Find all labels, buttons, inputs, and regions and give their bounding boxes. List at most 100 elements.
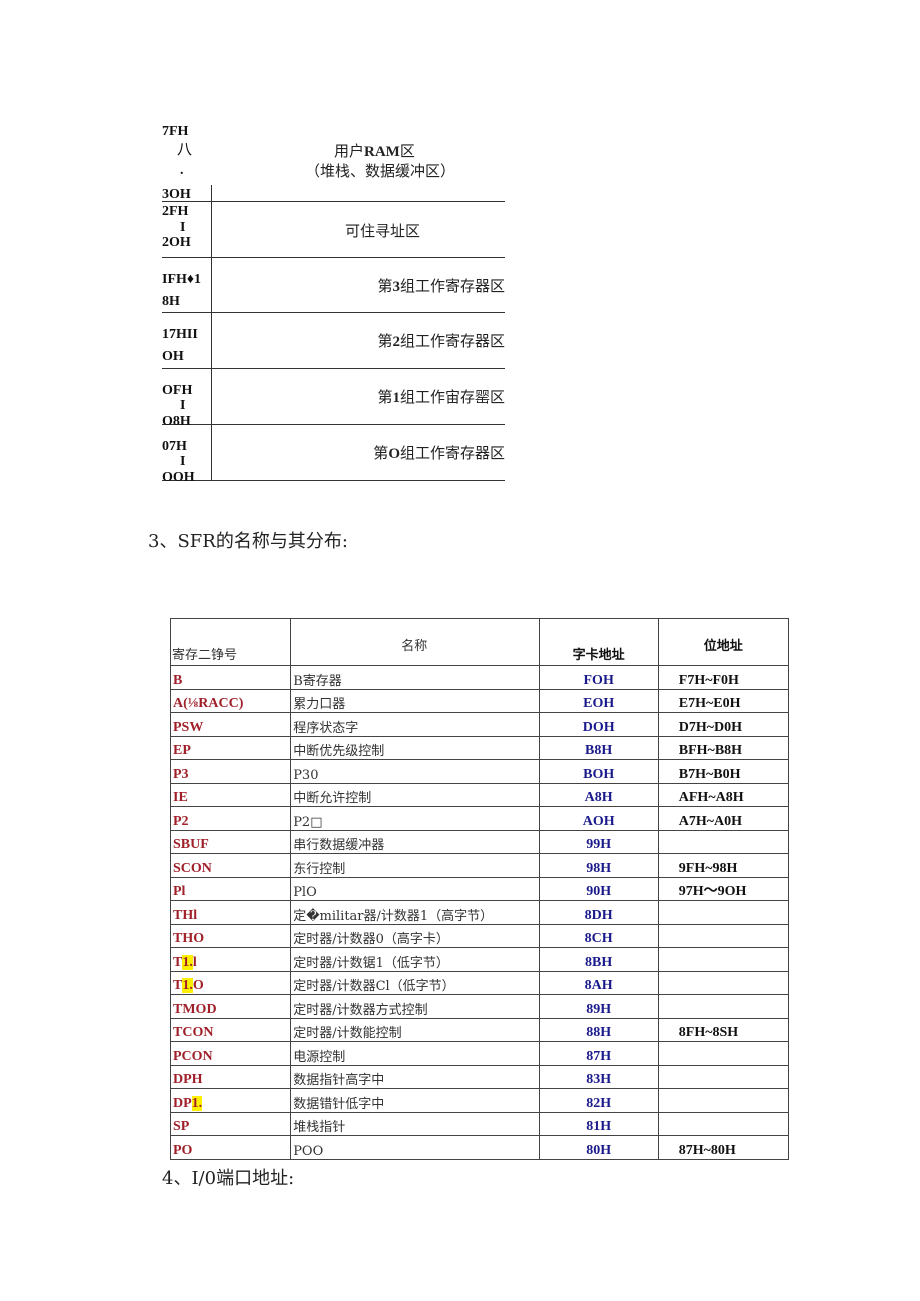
table-row: SBUF 串行数据缓冲器 99H	[169, 829, 790, 854]
register-symbol: THO	[169, 923, 292, 948]
symbol-text: A(⅛RACC)	[173, 696, 244, 711]
table-row: THl 定�militar器/计数器1（高字节） 8DH	[169, 900, 790, 925]
addr-label: I	[180, 454, 186, 469]
table-row: PO POO 80H 87H~80H	[169, 1135, 790, 1160]
divider	[211, 185, 212, 481]
symbol-text: SCON	[173, 860, 212, 876]
register-name: 中断允许控制	[290, 782, 540, 807]
symbol-text: P2	[173, 813, 189, 829]
table-row: TMOD 定时器/计数器方式控制 89H	[169, 994, 790, 1019]
title-text: 1	[392, 390, 400, 406]
symbol-text: SBUF	[173, 837, 209, 852]
addr-label: .	[180, 163, 184, 178]
addr-label: 八	[177, 142, 193, 158]
byte-address: EOH	[538, 688, 659, 713]
symbol-text: Pl	[173, 884, 186, 899]
bit-address: B7H~B0H	[657, 759, 790, 784]
divider	[162, 368, 505, 369]
addr-label: OOH	[162, 470, 195, 485]
bit-address	[657, 1111, 790, 1136]
table-row: DPH 数据指针高字中 83H	[169, 1064, 790, 1089]
bit-address: BFH~B8H	[657, 735, 790, 760]
table-row: DP1. 数据错针低字中 82H	[169, 1088, 790, 1113]
user-ram-title: 用户RAM区	[334, 140, 415, 161]
register-name: 数据错针低字中	[290, 1088, 540, 1113]
register-name: 串行数据缓冲器	[290, 829, 540, 854]
symbol-text: PO	[173, 1142, 193, 1158]
addr-label: 8H	[162, 294, 180, 309]
register-symbol: SP	[169, 1111, 292, 1136]
symbol-text: TCON	[173, 1025, 214, 1040]
table-row: A(⅛RACC) 累力口器 EOH E7H~E0H	[169, 688, 790, 713]
byte-address: DOH	[538, 712, 659, 737]
sfr-table: 寄存二铮号 名称 字卡地址 位地址 B B寄存器 FOH F7H~F0H A(⅛RACC…	[169, 618, 790, 1160]
register-symbol: B	[169, 665, 292, 690]
bit-address: E7H~E0H	[657, 688, 790, 713]
register-name: PlO	[290, 876, 540, 901]
bit-address	[657, 829, 790, 854]
register-name: 定时器/计数器方式控制	[290, 994, 540, 1019]
bit-address: AFH~A8H	[657, 782, 790, 807]
register-name: 定时器/计数锯1（低字节）	[290, 947, 540, 972]
section-4-heading: 4、I/0端口地址:	[162, 1168, 295, 1189]
bit-address	[657, 1041, 790, 1066]
divider	[162, 424, 505, 425]
header-bit-address: 位地址	[657, 618, 790, 666]
byte-address: FOH	[538, 665, 659, 690]
bit-address	[657, 970, 790, 995]
bit-address	[657, 994, 790, 1019]
table-row: T1.l 定时器/计数锯1（低字节） 8BH	[169, 947, 790, 972]
register-name: 程序状态字	[290, 712, 540, 737]
highlighted-text: 1.	[191, 1095, 203, 1111]
title-text: 组工作宙存罂区	[399, 388, 505, 406]
title-text: 2	[392, 334, 400, 350]
table-row: PCON 电源控制 87H	[169, 1041, 790, 1066]
header-text: 寄存二铮号	[172, 648, 238, 663]
symbol-text: T	[173, 978, 183, 993]
byte-address: 87H	[538, 1041, 659, 1066]
bit-address: 87H~80H	[657, 1135, 790, 1160]
title-text: 第	[373, 444, 389, 462]
divider	[162, 480, 505, 481]
symbol-text: PSW	[173, 719, 204, 735]
symbol-text: THl	[173, 907, 198, 923]
register-symbol: EP	[169, 735, 292, 760]
register-name: 定时器/计数能控制	[290, 1017, 540, 1042]
symbol-text: DPH	[173, 1072, 203, 1087]
register-name: 定�militar器/计数器1（高字节）	[290, 900, 540, 925]
byte-address: 90H	[538, 876, 659, 901]
symbol-text: SP	[173, 1119, 190, 1134]
table-row: P3 P30 BOH B7H~B0H	[169, 759, 790, 784]
register-name: 定时器/计数器Cl（低字节）	[290, 970, 540, 995]
register-symbol: Pl	[169, 876, 292, 901]
bit-address: F7H~F0H	[657, 665, 790, 690]
register-name: 中断优先级控制	[290, 735, 540, 760]
addr-label: IFH♦1	[162, 272, 202, 287]
register-symbol: SCON	[169, 853, 292, 878]
divider	[162, 257, 505, 258]
symbol-text: THO	[173, 931, 205, 946]
register-symbol: DPH	[169, 1064, 292, 1089]
byte-address: 98H	[538, 853, 659, 878]
title-text: 区	[399, 142, 415, 160]
divider	[162, 312, 505, 313]
title-text: 组工作寄存器区	[399, 444, 505, 462]
register-symbol: PCON	[169, 1041, 292, 1066]
title-text: RAM	[364, 144, 400, 160]
byte-address: 81H	[538, 1111, 659, 1136]
byte-address: 82H	[538, 1088, 659, 1113]
bit-address	[657, 947, 790, 972]
bit-address: A7H~A0H	[657, 806, 790, 831]
register-symbol: IE	[169, 782, 292, 807]
addr-label: OH	[162, 349, 184, 364]
bit-address	[657, 1064, 790, 1089]
register-name: POO	[290, 1135, 540, 1160]
title-text: 第	[377, 332, 393, 350]
table-row: SP 堆栈指针 81H	[169, 1111, 790, 1136]
byte-address: 8DH	[538, 900, 659, 925]
register-symbol: SBUF	[169, 829, 292, 854]
symbol-text: O	[192, 978, 204, 993]
byte-address: 80H	[538, 1135, 659, 1160]
addr-label: OFH	[162, 383, 193, 398]
table-row: IE 中断允许控制 A8H AFH~A8H	[169, 782, 790, 807]
